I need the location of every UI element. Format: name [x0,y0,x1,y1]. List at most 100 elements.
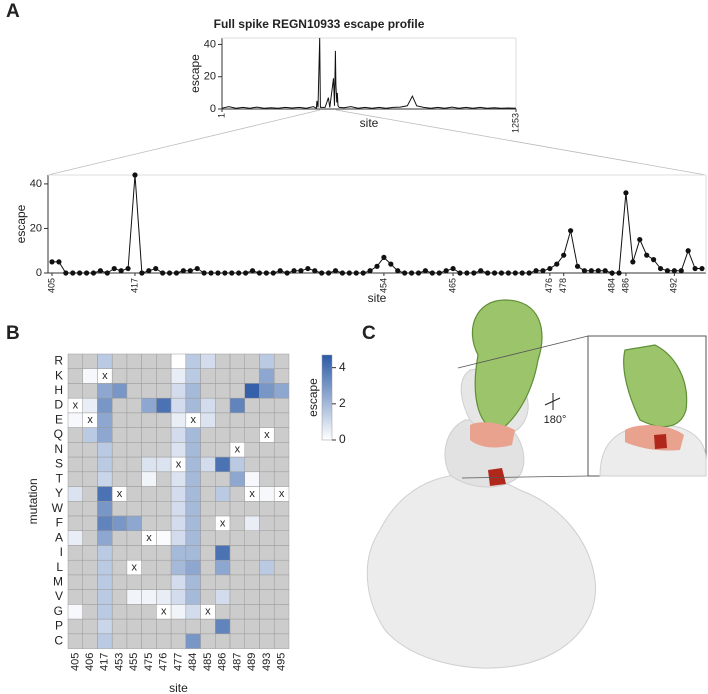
heatmap-cell [67,559,83,576]
heatmap-cell [200,442,216,458]
heatmap-cell [82,383,98,399]
point [139,270,145,276]
heatmap-cell [229,545,246,561]
heatmap-cell [215,604,231,620]
heatmap-cell [215,368,231,384]
heatmap-cell [244,471,260,487]
heatmap-cell [111,530,128,546]
heatmap-cell [273,559,290,576]
x-tick-label: 475 [143,653,155,671]
y-tick-label: F [56,516,63,530]
heatmap-cell [67,515,83,532]
heatmap-cell [82,486,98,502]
point [229,270,235,276]
heatmap-cell [244,397,260,414]
heatmap-cell [215,427,231,443]
heatmap-cell [185,456,201,473]
heatmap-cell [82,589,98,605]
point [526,270,532,276]
heatmap-cell [185,397,201,414]
heatmap-cell [273,633,290,649]
point [471,270,477,276]
heatmap-cell [185,633,201,649]
wildtype-marker: x [176,458,182,470]
point [208,270,214,276]
heatmap-cell [200,515,216,532]
heatmap-cell [259,589,275,605]
heatmap-cell [185,559,201,576]
heatmap-cell [111,471,128,487]
heatmap-cell [156,456,172,473]
heatmap-cell [126,501,142,517]
point [519,270,525,276]
zoom-connector [335,109,707,176]
heatmap-cell [215,559,231,576]
heatmap-cell [82,604,98,620]
y-tick-label: H [54,383,63,397]
heatmap-cell [111,604,128,620]
x-tick-label: 465 [447,278,457,293]
heatmap-cell [126,368,142,384]
heatmap-cell [82,471,98,487]
x-tick-label: 476 [158,653,170,671]
heatmap-cell [126,574,142,590]
heatmap-cell [156,530,172,546]
heatmap-cell [111,353,128,369]
point [678,268,684,274]
heatmap-cell [200,397,216,414]
heatmap-cell [82,545,98,561]
heatmap-cell [97,618,113,635]
heatmap-cell [259,442,275,458]
point [402,270,408,276]
colorbar [321,354,333,441]
heatmap-cell [82,427,98,443]
heatmap-cell [185,618,201,635]
point [450,265,456,272]
colorbar-tick-label: 2 [339,396,346,410]
point [49,259,55,265]
point [574,263,581,269]
heatmap-cell [126,618,142,635]
panel-label: A [6,1,20,22]
heatmap-cell [141,368,157,384]
heatmap-cell [111,442,128,458]
heatmap-cell [215,501,231,517]
point [395,268,401,274]
heatmap-cell [244,633,260,649]
heatmap-cell [67,427,83,443]
wildtype-marker: x [102,370,108,382]
heatmap-cell [215,574,231,590]
heatmap-cell [170,471,187,487]
heatmap-cell [156,427,172,443]
heatmap-cell [200,589,216,605]
heatmap-cell [97,442,113,458]
heatmap-cell [244,559,260,576]
heatmap-cell [97,412,113,428]
heatmap-cell [200,486,216,502]
point [166,270,173,276]
heatmap-cell [259,633,275,649]
point [588,268,594,274]
heatmap-cell [244,618,260,635]
point [408,270,415,276]
heatmap-cell [126,456,142,473]
heatmap-cell [111,618,128,635]
heatmap-cell [126,442,142,458]
heatmap-cell [273,442,290,458]
heatmap-cell [111,383,128,399]
heatmap-cell [200,427,216,443]
point [111,265,117,272]
y-tick-label: Q [54,427,63,441]
heatmap-cell [111,456,128,473]
heatmap-cell [185,589,201,605]
heatmap-cell [259,574,275,590]
heatmap-cell [259,456,275,473]
heatmap-cell [67,383,83,399]
heatmap-cell [244,353,260,369]
y-tick-label: W [52,501,64,515]
point [554,261,560,267]
heatmap-cell [273,545,290,561]
series-line [221,37,517,109]
zoom-connector [47,109,321,176]
heatmap-cell [215,486,231,502]
